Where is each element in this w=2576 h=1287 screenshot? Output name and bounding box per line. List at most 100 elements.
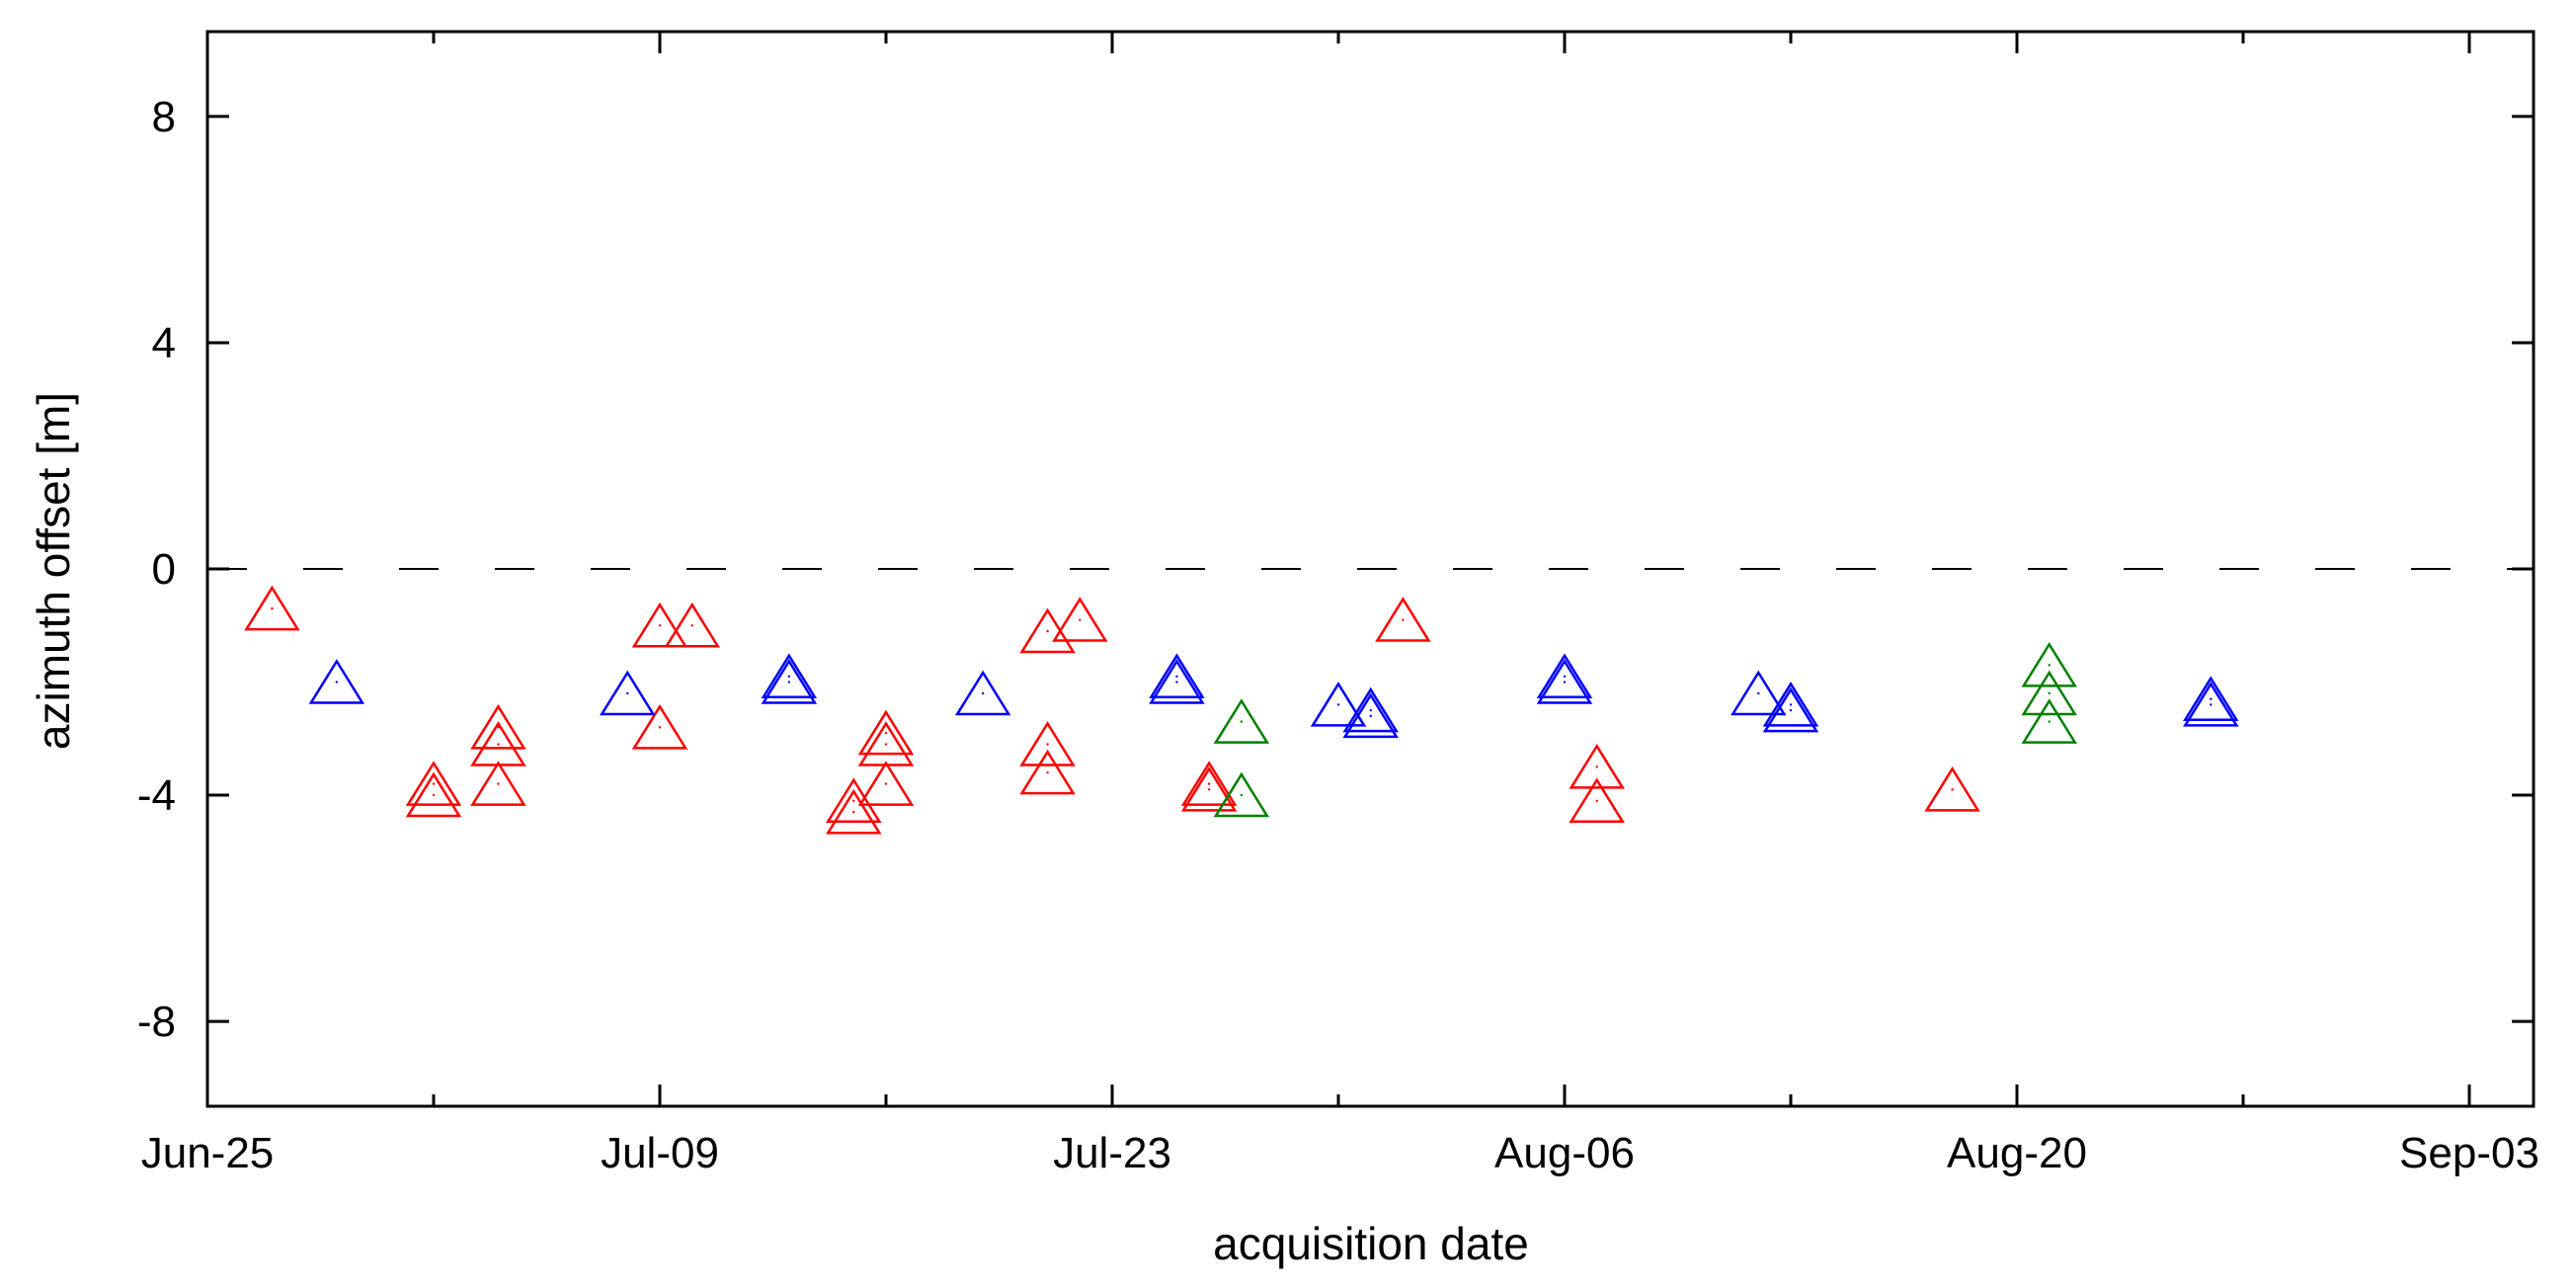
y-tick-label: 8 [152, 93, 176, 141]
data-point-center [1207, 788, 1211, 791]
y-tick-label: -4 [137, 771, 176, 820]
data-point [1536, 659, 1593, 704]
data-point [1213, 771, 1270, 818]
data-point-center [2048, 691, 2051, 695]
x-tick-label: Sep-03 [2399, 1129, 2539, 1177]
data-point-center [335, 681, 339, 684]
data-point [470, 761, 526, 806]
data-point-center [787, 675, 791, 678]
x-axis-title: acquisition date [1213, 1218, 1529, 1269]
data-point-center [2210, 697, 2213, 700]
data-point [1180, 765, 1238, 812]
data-point [2183, 676, 2239, 721]
data-point [826, 788, 882, 835]
data-point [1149, 653, 1205, 699]
data-point-center [1046, 743, 1049, 746]
axes: 8 4 0 -4 -8 Jun-25 Jul-09 Jul-23 Aug-06 Aug-20 Sep… [137, 30, 2539, 1177]
data-point [761, 659, 818, 704]
data-point-center [2210, 703, 2213, 706]
x-tick-label: Aug-20 [1947, 1129, 2087, 1177]
data-point-center [2048, 664, 2051, 667]
data-point-center [787, 681, 791, 684]
data-point [1149, 659, 1205, 704]
data-point [1213, 698, 1270, 744]
data-point-center [884, 743, 888, 746]
data-point [1536, 653, 1593, 699]
data-point [954, 670, 1011, 716]
data-point [857, 709, 915, 756]
data-point-center [432, 782, 436, 785]
data-point [761, 653, 818, 699]
data-point-center [1175, 681, 1178, 684]
data-point-center [1207, 782, 1211, 785]
data-point-center [1757, 691, 1760, 695]
data-point [631, 602, 688, 648]
data-point-center [1789, 703, 1793, 706]
data-point-center [690, 624, 693, 627]
data-point-center [497, 782, 500, 785]
data-point-center [852, 799, 855, 802]
y-axis-title: azimuth offset [m] [28, 392, 79, 750]
data-point-center [1079, 618, 1082, 621]
y-tick-label: -8 [137, 998, 176, 1046]
data-point [1569, 744, 1625, 789]
data-point [2021, 698, 2077, 744]
x-tick-label: Jul-09 [601, 1129, 719, 1177]
data-point [470, 703, 526, 750]
data-point-center [658, 624, 662, 627]
data-point [2183, 682, 2239, 727]
data-point-center [432, 793, 436, 797]
data-point-center [271, 606, 274, 610]
data-point-center [2048, 720, 2051, 723]
data-point [1310, 682, 1367, 727]
data-point-center [1240, 793, 1244, 797]
data-point [308, 659, 365, 704]
data-point-center [1789, 708, 1793, 712]
data-point [1569, 777, 1625, 824]
data-point-center [1595, 765, 1598, 768]
data-point [1375, 597, 1431, 642]
data-point-center [852, 811, 855, 814]
data-point-center [626, 691, 629, 695]
data-point-center [981, 691, 985, 695]
x-tick-label: Jul-23 [1053, 1129, 1171, 1177]
data-point [1762, 686, 1819, 733]
data-point [600, 670, 656, 716]
data-point [405, 771, 462, 818]
data-point [2021, 641, 2077, 687]
data-point-center [1951, 788, 1954, 791]
data-point [1731, 670, 1787, 716]
data-point-center [884, 782, 888, 785]
data-point [1342, 686, 1399, 733]
data-point [1180, 761, 1238, 806]
data-point [1052, 597, 1108, 642]
data-point-center [1369, 708, 1372, 712]
data-point [1019, 749, 1076, 795]
data-point-center [1563, 675, 1567, 678]
data-point [405, 761, 462, 806]
y-tick-label: 0 [152, 545, 176, 594]
data-point [1342, 692, 1399, 739]
data-point [631, 703, 688, 750]
data-point [664, 602, 720, 648]
data-point-center [1369, 714, 1372, 718]
x-tick-label: Jun-25 [141, 1129, 275, 1177]
y-tick-label: 4 [152, 319, 176, 367]
data-point-center [884, 731, 888, 735]
data-point [857, 761, 915, 806]
data-point-center [1563, 681, 1567, 684]
data-point-center [1046, 629, 1049, 633]
data-point-center [1336, 703, 1340, 706]
plot-area [244, 585, 2239, 835]
data-point-center [497, 743, 500, 746]
data-point-center [1402, 618, 1405, 621]
data-point [244, 585, 300, 631]
data-point [1762, 682, 1819, 727]
data-point-center [1046, 770, 1049, 774]
data-point [826, 777, 882, 824]
data-point-center [658, 726, 662, 729]
data-point [1019, 721, 1076, 766]
data-point-center [1175, 675, 1178, 678]
data-point-center [1595, 799, 1598, 802]
